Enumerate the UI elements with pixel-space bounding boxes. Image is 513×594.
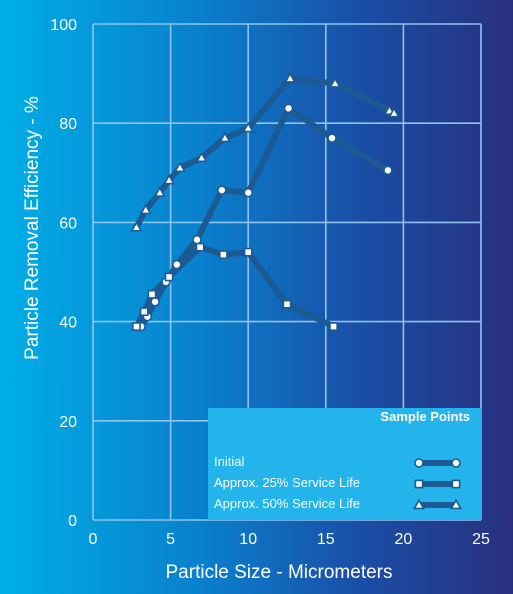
y-tick-label: 20 [59, 414, 77, 431]
data-point-25-service-life [164, 272, 174, 282]
x-tick-label: 20 [395, 531, 413, 548]
data-point-50-service-life [388, 106, 401, 118]
data-point-initial [217, 185, 227, 195]
legend-title: Sample Points [380, 409, 470, 424]
data-point-25-service-life [132, 322, 141, 331]
data-point-25-service-life [147, 289, 157, 299]
data-point-initial [383, 165, 393, 176]
y-tick-label: 40 [59, 315, 77, 332]
data-point-50-service-life [130, 220, 143, 232]
data-point-25-service-life [218, 250, 228, 260]
data-point-50-service-life [139, 203, 152, 215]
x-tick-label: 25 [472, 531, 490, 548]
y-tick-label: 0 [68, 513, 77, 530]
legend-swatch-25-service-life-start-marker [414, 479, 424, 489]
x-axis-label: Particle Size - Micrometers [165, 562, 393, 583]
data-point-50-service-life [163, 173, 176, 185]
data-point-25-service-life [282, 299, 292, 309]
data-point-initial [150, 296, 160, 307]
data-point-initial [192, 234, 202, 245]
legend-swatch-50-service-life-start-marker [413, 498, 425, 510]
data-point-50-service-life [195, 151, 208, 163]
data-point-50-service-life [153, 186, 166, 197]
data-point-25-service-life [329, 322, 338, 331]
data-point-initial [172, 259, 182, 270]
data-point-initial [327, 133, 337, 143]
x-tick-label: 5 [166, 531, 175, 548]
y-axis-label: Particle Removal Efficiency - % [22, 96, 43, 360]
y-tick-label: 100 [50, 17, 77, 34]
legend-swatch-25-service-life-end-marker [451, 479, 461, 489]
data-point-50-service-life [218, 131, 231, 143]
data-point-50-service-life [173, 161, 186, 173]
data-point-50-service-life [329, 77, 342, 88]
series-line-initial [138, 105, 391, 330]
legend-label-initial: Initial [214, 454, 245, 469]
data-point-25-service-life [243, 247, 253, 257]
x-tick-label: 10 [239, 531, 257, 548]
legend-swatches [413, 458, 462, 510]
data-point-25-service-life [195, 242, 205, 252]
legend: Sample Points Initial Approx. 25% Servic… [208, 408, 482, 520]
x-tick-label: 15 [317, 531, 335, 548]
legend-swatch-initial-end-marker [451, 458, 461, 468]
legend-label-25-service-life: Approx. 25% Service Life [214, 475, 360, 490]
data-point-50-service-life [242, 121, 255, 133]
legend-swatch-initial-start-marker [414, 458, 424, 468]
data-point-initial [283, 103, 294, 114]
legend-label-50-service-life: Approx. 50% Service Life [214, 496, 360, 511]
legend-swatch-50-service-life-end-marker [450, 498, 462, 510]
data-point-25-service-life [139, 307, 149, 317]
data-point-50-service-life [284, 72, 297, 83]
data-point-initial [243, 187, 253, 198]
x-tick-label: 0 [89, 531, 98, 548]
y-tick-label: 60 [59, 215, 77, 232]
y-tick-label: 80 [59, 116, 77, 133]
